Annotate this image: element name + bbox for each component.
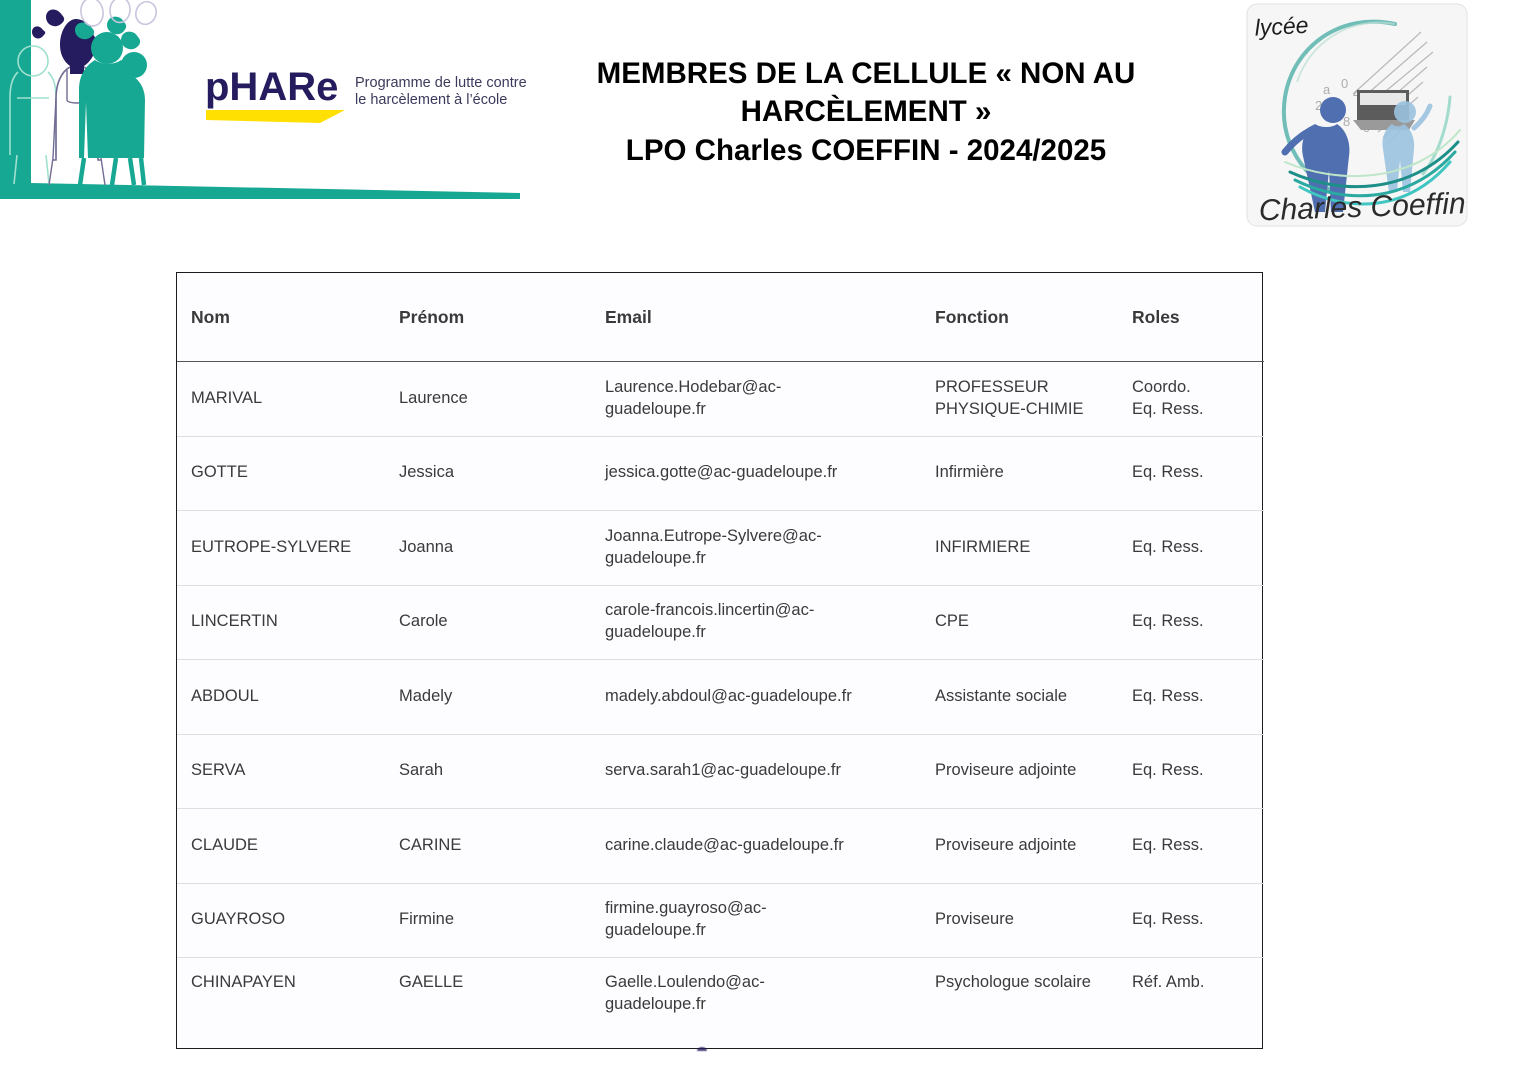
svg-text:pHARe: pHARe: [205, 65, 338, 109]
svg-text:le harcèlement à l’école: le harcèlement à l’école: [355, 92, 507, 108]
svg-text:lycée: lycée: [1254, 12, 1309, 41]
svg-text:0: 0: [1341, 76, 1348, 91]
svg-text:a: a: [1323, 82, 1331, 97]
svg-text:Programme de lutte contre: Programme de lutte contre: [355, 75, 527, 91]
